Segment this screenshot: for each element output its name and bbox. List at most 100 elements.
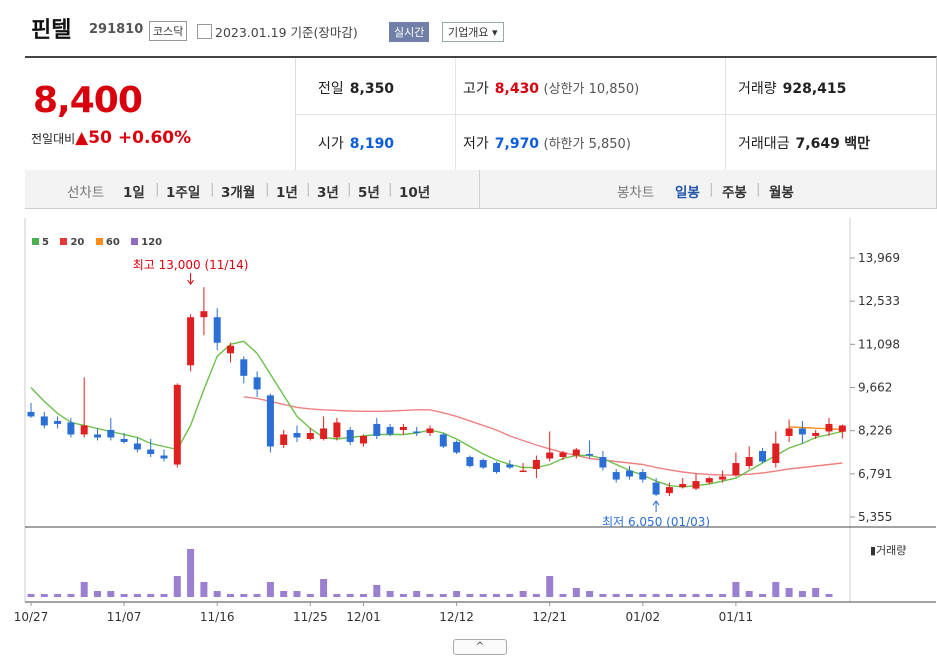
- candle-body: [559, 452, 567, 458]
- candle-body: [160, 455, 168, 459]
- tab-separator: |: [265, 181, 270, 197]
- tab-separator: |: [306, 181, 311, 197]
- volume-bar: [612, 594, 620, 597]
- tab-3y[interactable]: 3년: [317, 185, 339, 201]
- y-tick-label: 5,355: [858, 510, 892, 524]
- candle-body: [639, 472, 647, 480]
- volume-bar: [532, 594, 540, 597]
- candle-body: [360, 435, 367, 444]
- tab-1d[interactable]: 1일: [123, 185, 145, 201]
- volume-bar: [266, 582, 274, 597]
- candle-body: [266, 395, 274, 447]
- open-price: 시가 8,190: [318, 136, 395, 152]
- candle-body: [80, 425, 88, 435]
- tab-daily[interactable]: 일봉: [675, 185, 700, 201]
- candle-body: [373, 423, 381, 436]
- low-price: 저가 7,970 (하한가 5,850): [463, 136, 631, 152]
- volume-bar: [213, 591, 221, 597]
- tab-1w[interactable]: 1주일: [166, 185, 201, 201]
- volume-bar: [27, 594, 35, 597]
- chart-tabs: 선차트 1일 | 1주일 | 3개월 | 1년 | 3년 | 5년 | 10년 …: [25, 170, 937, 209]
- y-tick-label: 8,226: [858, 424, 892, 438]
- volume-bar: [652, 594, 660, 597]
- y-tick-label: 11,098: [858, 337, 900, 351]
- ma5-line: [30, 340, 843, 488]
- legend-swatch-5: [32, 238, 39, 245]
- volume-bar: [705, 594, 713, 597]
- company-overview-dropdown[interactable]: 기업개요 ▾: [442, 22, 504, 42]
- current-price-box: 8,400 전일대비▲50 +0.60%: [25, 58, 296, 170]
- divider: [295, 114, 936, 115]
- realtime-button[interactable]: 실시간: [389, 22, 430, 42]
- candle-chart-label: 봉차트: [617, 185, 655, 201]
- change-value: 50: [88, 128, 112, 148]
- volume-bar: [399, 594, 407, 597]
- volume-bar: [719, 594, 727, 597]
- volume-bar: [306, 594, 314, 597]
- chart-legend: 5 20 60 120: [32, 237, 170, 248]
- volume-bar: [732, 582, 740, 597]
- candle-body: [825, 423, 833, 432]
- candle-body: [612, 472, 620, 480]
- volume-bar: [346, 594, 354, 597]
- candle-body: [466, 457, 474, 467]
- volume-bar: [665, 594, 673, 597]
- divider: [455, 58, 456, 170]
- candle-body: [519, 470, 527, 473]
- x-tick-label: 12/21: [532, 610, 567, 624]
- price-change: 전일대비▲50 +0.60%: [31, 128, 191, 148]
- legend-item: 20: [60, 237, 84, 248]
- candle-body: [692, 481, 700, 489]
- volume-bar: [546, 576, 554, 597]
- candle-body: [120, 438, 128, 442]
- volume-label: ▮거래량: [870, 544, 906, 557]
- volume-bar: [227, 594, 234, 597]
- candle-body: [572, 449, 580, 456]
- volume-bar: [493, 594, 500, 597]
- tab-monthly[interactable]: 월봉: [769, 185, 794, 201]
- volume-bar: [785, 588, 793, 597]
- candle-body: [399, 426, 407, 430]
- volume-bar: [506, 594, 514, 597]
- tab-weekly[interactable]: 주봉: [722, 185, 747, 201]
- volume-bar: [798, 591, 806, 597]
- divider: [479, 170, 480, 208]
- candle-body: [133, 443, 141, 450]
- base-date: 2023.01.19 기준(장마감): [215, 25, 358, 40]
- volume-bar: [586, 591, 594, 597]
- candle-body: [745, 457, 753, 467]
- candle-body: [386, 426, 394, 435]
- y-tick-label: 9,662: [858, 381, 892, 395]
- volume: 거래량 928,415: [738, 81, 847, 97]
- stock-code: 291810: [89, 22, 144, 37]
- calendar-icon: [197, 24, 212, 39]
- candle-body: [439, 434, 447, 447]
- volume-bar: [559, 594, 567, 597]
- candle-body: [200, 311, 208, 318]
- volume-bar: [692, 594, 700, 597]
- candle-body: [732, 463, 740, 476]
- volume-bar: [599, 594, 607, 597]
- current-price: 8,400: [33, 80, 143, 121]
- candle-body: [586, 454, 594, 456]
- collapse-chart-button[interactable]: ^: [453, 639, 507, 655]
- volume-bar: [413, 591, 421, 597]
- tab-5y[interactable]: 5년: [358, 185, 380, 201]
- candle-body: [253, 377, 261, 390]
- volume-bar: [572, 588, 580, 597]
- x-tick-label: 11/25: [293, 610, 328, 624]
- divider: [725, 58, 726, 170]
- volume-bar: [519, 591, 527, 597]
- volume-bar: [360, 594, 367, 597]
- candlestick-chart: 13,969 12,533 11,098 9,662 8,226 6,791 5,355 최고…: [14, 218, 936, 624]
- x-tick-label: 10/27: [14, 610, 49, 624]
- volume-bar: [466, 594, 474, 597]
- tab-1y[interactable]: 1년: [276, 185, 298, 201]
- tab-3m[interactable]: 3개월: [221, 185, 256, 201]
- volume-bar: [825, 594, 833, 597]
- up-arrow-icon: ▲: [75, 128, 89, 148]
- volume-bar: [40, 594, 48, 597]
- candle-body: [479, 460, 487, 468]
- tab-10y[interactable]: 10년: [399, 185, 431, 201]
- candle-body: [173, 384, 181, 465]
